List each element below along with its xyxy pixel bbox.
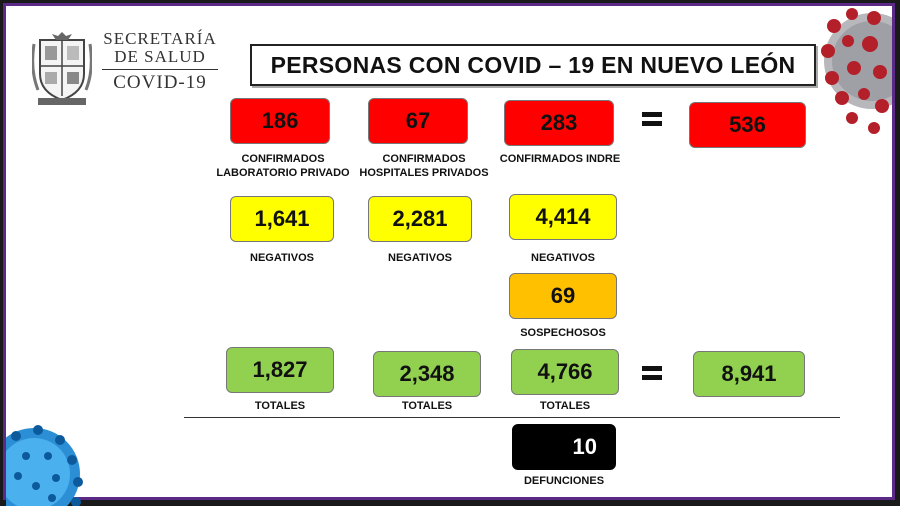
totales-indre-label: TOTALES <box>539 400 591 412</box>
negativos-indre-label: NEGATIVOS <box>531 252 595 264</box>
label-line: CONFIRMADOS <box>382 153 466 165</box>
label-line: CONFIRMADOS <box>241 153 325 165</box>
virus-icon <box>6 425 83 506</box>
negativos-lab-privado-value: 1,641 <box>230 196 334 242</box>
confirmados-indre-value: 283 <box>504 100 614 146</box>
confirmados-indre-label: CONFIRMADOS INDRE <box>499 153 621 165</box>
equals-sign <box>642 112 662 130</box>
org-line2: DE SALUD <box>114 47 206 66</box>
secretaria-salud-logo: SECRETARÍA DE SALUD COVID-19 <box>32 30 222 108</box>
org-line3: COVID-19 <box>113 72 207 93</box>
confirmados-lab-privado-label: CONFIRMADOS LABORATORIO PRIVADO <box>198 152 368 180</box>
coat-of-arms-icon <box>32 32 92 105</box>
negativos-indre-value: 4,414 <box>509 194 617 240</box>
org-line1: SECRETARÍA <box>103 29 217 48</box>
totales-indre-value: 4,766 <box>511 349 619 395</box>
org-divider <box>102 69 218 70</box>
confirmados-lab-privado-value: 186 <box>230 98 330 144</box>
totales-lab-privado-label: TOTALES <box>254 400 306 412</box>
totales-total-value: 8,941 <box>693 351 805 397</box>
defunciones-value: 10 <box>512 424 616 470</box>
slide: SECRETARÍA DE SALUD COVID-19 PERSONAS CO… <box>3 3 895 506</box>
sospechosos-value: 69 <box>509 273 617 319</box>
sospechosos-label: SOSPECHOSOS <box>520 327 606 339</box>
label-line: HOSPITALES PRIVADOS <box>359 167 489 179</box>
confirmados-hosp-privados-label: CONFIRMADOS HOSPITALES PRIVADOS <box>354 152 494 180</box>
confirmados-hosp-privados-value: 67 <box>368 98 468 144</box>
negativos-hosp-privados-label: NEGATIVOS <box>388 252 452 264</box>
confirmados-total-value: 536 <box>689 102 806 148</box>
org-name: SECRETARÍA DE SALUD COVID-19 <box>98 30 222 94</box>
totales-hosp-privados-value: 2,348 <box>373 351 481 397</box>
totales-hosp-privados-label: TOTALES <box>401 400 453 412</box>
negativos-hosp-privados-value: 2,281 <box>368 196 472 242</box>
negativos-lab-privado-label: NEGATIVOS <box>250 252 314 264</box>
divider-line <box>184 417 840 418</box>
equals-sign <box>642 366 662 384</box>
page-title: PERSONAS CON COVID – 19 EN NUEVO LEÓN <box>250 44 816 86</box>
label-line: LABORATORIO PRIVADO <box>216 167 350 179</box>
virus-icon <box>821 8 892 134</box>
defunciones-label: DEFUNCIONES <box>523 475 605 487</box>
totales-lab-privado-value: 1,827 <box>226 347 334 393</box>
